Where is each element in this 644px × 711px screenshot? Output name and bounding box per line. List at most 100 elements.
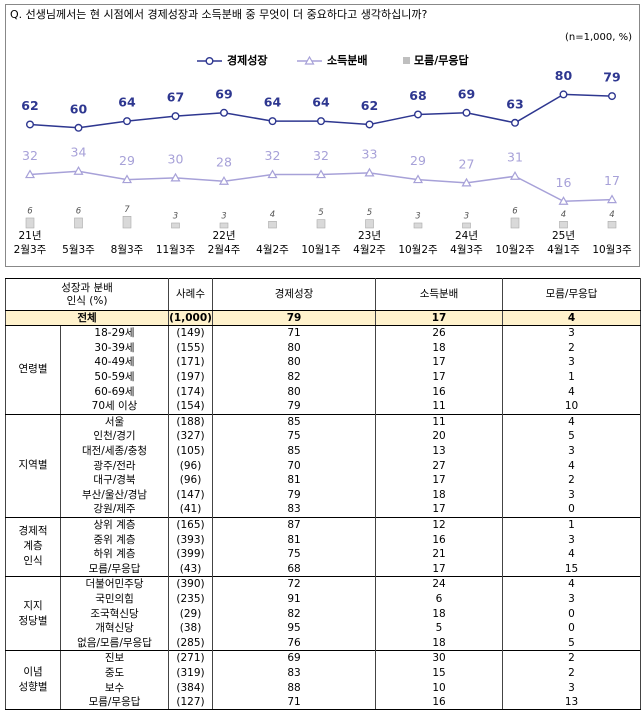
cell: 1 — [502, 516, 642, 533]
marker — [317, 117, 326, 126]
row: 대구/경북 (96) 81 17 2 — [6, 472, 642, 488]
bar — [510, 217, 520, 229]
x-tick-label: 2월4주 — [208, 244, 241, 256]
bar — [413, 222, 423, 229]
row: 하위 계층 (399) 75 21 4 — [6, 546, 642, 562]
cell: (147) — [168, 487, 214, 503]
cell: 11 — [375, 398, 504, 415]
cell: 4 — [502, 458, 642, 473]
cell: 개혁신당 — [59, 620, 170, 636]
x-tick-label: 10월1주 — [301, 244, 341, 256]
cell: 80 — [212, 384, 377, 399]
data-label: 6 — [27, 206, 33, 216]
cell: 20 — [375, 429, 504, 444]
marker — [170, 172, 181, 182]
text-line: 인식 (%) — [66, 294, 108, 307]
cell: 중위 계층 — [59, 532, 170, 547]
data-label: 5 — [318, 208, 323, 218]
cell: (197) — [168, 369, 214, 385]
cell: 0 — [502, 502, 642, 518]
x-tick-label: 8월3주 — [111, 244, 144, 256]
cell: 모름/무응답 — [59, 561, 170, 577]
marker — [218, 176, 230, 185]
cell: 3 — [502, 324, 642, 341]
marker — [364, 167, 375, 177]
table: 성장과 분배 인식 (%) 사례수 경제성장 소득분배 모름/무응답 전체 (1,000) 79… — [4, 278, 642, 711]
marker — [219, 108, 228, 117]
cell: 2 — [502, 665, 642, 681]
x-tick-label: 21년 — [18, 230, 41, 242]
x-tick-label: 23년 — [358, 230, 381, 242]
cell: 21 — [375, 546, 504, 562]
marker — [412, 174, 424, 184]
group-label: 연령별 — [5, 325, 61, 415]
cell: 3 — [502, 487, 642, 503]
cell: (105) — [168, 443, 214, 459]
cell: (96) — [168, 458, 214, 473]
cell: 79 — [212, 487, 377, 503]
data-label: 63 — [506, 96, 523, 111]
cell: 2 — [502, 340, 642, 356]
cell: 2 — [502, 650, 642, 666]
marker — [268, 117, 277, 126]
data-label: 32 — [22, 148, 38, 163]
cell: 95 — [212, 620, 377, 636]
marker — [205, 57, 214, 66]
cell: 68 — [212, 561, 377, 577]
cell: (154) — [168, 398, 214, 415]
cell: (96) — [168, 472, 214, 488]
row: 중도 (319) 83 15 2 — [6, 665, 642, 681]
cell: 15 — [502, 561, 642, 577]
row: 국민의힘 (235) 91 6 3 — [6, 591, 642, 607]
data-label: 16 — [556, 175, 572, 190]
marker — [24, 169, 36, 179]
bar — [25, 217, 35, 229]
cell: 69 — [212, 650, 377, 666]
cell: 3 — [502, 680, 642, 695]
cell: 1 — [502, 369, 642, 385]
data-label: 30 — [168, 151, 184, 166]
x-tick-label: 10월2주 — [398, 244, 438, 256]
cell: 81 — [212, 532, 377, 547]
cell: 인천/경기 — [59, 429, 170, 444]
cell: 81 — [212, 472, 377, 488]
row: 광주/전라 (96) 70 27 4 — [6, 458, 642, 473]
cell: 없음/모름/무응답 — [59, 635, 170, 651]
bar — [365, 219, 374, 229]
cell: 85 — [212, 443, 377, 459]
cell: 87 — [212, 516, 377, 533]
x-tick-label: 24년 — [455, 230, 478, 242]
x-tick-label: 4월3주 — [450, 244, 483, 256]
x-tick-label: 4월1주 — [547, 244, 580, 256]
marker — [559, 90, 568, 99]
cell: (384) — [168, 680, 214, 695]
data-label: 34 — [71, 145, 87, 160]
row: 70세 이상 (154) 79 11 10 — [6, 398, 642, 415]
cell: (390) — [168, 576, 214, 592]
row: 부산/울산/경남 (147) 79 18 3 — [6, 487, 642, 503]
cell: 11 — [375, 413, 504, 430]
cell: (188) — [168, 413, 214, 430]
x-tick-label: 11월3주 — [156, 244, 196, 256]
data-label: 31 — [507, 150, 523, 165]
cell: 91 — [212, 591, 377, 607]
text-line: 지역별 — [18, 459, 48, 472]
chart: Q. 선생님께서는 현 시점에서 경제성장과 소득분배 중 무엇이 더 중요하다… — [5, 4, 640, 267]
cell: 70세 이상 — [59, 398, 170, 415]
legend-label: 소득분배 — [327, 53, 367, 67]
data-label: 64 — [264, 95, 282, 110]
cell: 3 — [502, 532, 642, 547]
cell: (38) — [168, 620, 214, 636]
group-label: 지역별 — [5, 413, 61, 518]
cell: 80 — [212, 355, 377, 370]
cell: 0 — [502, 606, 642, 621]
data-label: 3 — [221, 211, 226, 221]
cell: 17 — [375, 561, 504, 577]
cell: 진보 — [59, 650, 170, 666]
cell: (393) — [168, 532, 214, 547]
row: 지지 정당별 더불어민주당 (390) 72 24 4 — [5, 576, 642, 652]
cell: (1,000) — [168, 310, 214, 326]
cell: 15 — [375, 665, 504, 681]
data-label: 60 — [70, 101, 88, 116]
cell: 하위 계층 — [59, 546, 170, 562]
